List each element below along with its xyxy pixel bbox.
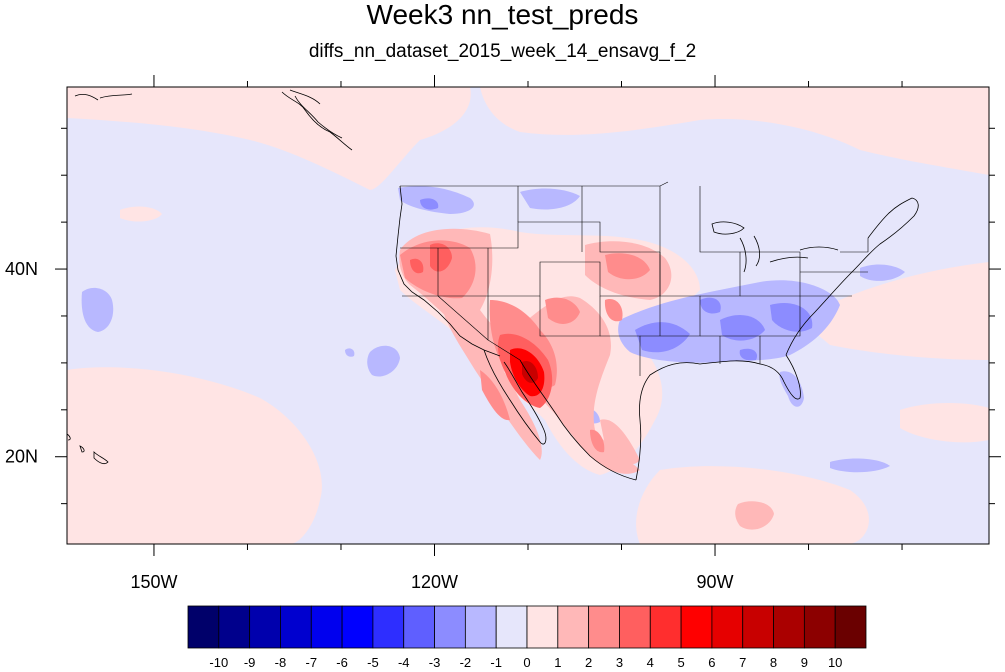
colorbar-label: 9 — [800, 655, 808, 670]
colorbar-swatch — [742, 605, 774, 649]
colorbar-swatch — [526, 605, 559, 649]
colorbar-swatch — [619, 605, 651, 649]
colorbar-label: 1 — [554, 655, 562, 670]
colorbar-label: 5 — [677, 655, 685, 670]
colorbar — [187, 605, 867, 649]
map-subtitle: diffs_nn_dataset_2015_week_14_ensavg_f_2 — [308, 41, 697, 62]
colorbar-swatch — [249, 605, 281, 649]
colorbar-label: -2 — [459, 655, 472, 670]
colorbar-swatch — [310, 605, 343, 649]
colorbar-swatch — [588, 605, 620, 649]
colorbar-label: -4 — [397, 655, 410, 670]
colorbar-swatch — [834, 605, 867, 649]
colorbar-label: -1 — [490, 655, 502, 670]
boundary-lines — [67, 89, 919, 481]
colorbar-swatch — [773, 605, 805, 649]
colorbar-swatch — [280, 605, 312, 649]
colorbar-label: 2 — [585, 655, 593, 670]
state-lines — [400, 181, 869, 376]
colorbar-label: 4 — [646, 655, 654, 670]
colorbar-swatch — [372, 605, 405, 649]
lon-tick-label: 90W — [697, 572, 734, 592]
colorbar-swatch — [403, 605, 435, 649]
lon-tick-label: 120W — [411, 572, 458, 592]
field-positive-8 — [522, 360, 538, 383]
colorbar-swatch — [557, 605, 590, 649]
colorbar-label: -9 — [243, 655, 256, 670]
colorbar-label: -3 — [428, 655, 441, 670]
colorbar-swatch — [711, 605, 744, 649]
colorbar-swatch — [218, 605, 251, 649]
colorbar-label: 3 — [615, 655, 624, 670]
colorbar-label: 7 — [739, 655, 747, 670]
colorbar-label: 8 — [769, 655, 778, 670]
anomaly-field — [67, 87, 989, 544]
lon-tick-label: 150W — [130, 572, 177, 592]
colorbar-swatch — [464, 605, 497, 649]
colorbar-swatch — [649, 605, 682, 649]
lat-tick-label: 40N — [5, 259, 38, 279]
map-title: Week3 nn_test_preds — [366, 0, 639, 30]
colorbar-label: -5 — [367, 655, 379, 670]
colorbar-swatch — [803, 605, 836, 649]
colorbar-swatch — [495, 605, 528, 649]
field-moderate-negative — [420, 198, 813, 361]
lat-tick-label: 20N — [5, 447, 38, 467]
colorbar-label: 0 — [523, 655, 531, 670]
colorbar-label: -6 — [336, 655, 348, 670]
axis-ticks — [55, 75, 1001, 556]
colorbar-swatch — [680, 605, 713, 649]
colorbar-swatch — [341, 605, 374, 649]
colorbar-label: 6 — [708, 655, 716, 670]
colorbar-label: -7 — [305, 655, 318, 670]
colorbar-label: 10 — [827, 655, 843, 670]
axis-tick-labels: 150W 120W 90W 40N 20N — [5, 259, 734, 592]
colorbar-swatch — [434, 605, 466, 649]
colorbar-swatch — [187, 605, 220, 649]
colorbar-label: -8 — [274, 655, 287, 670]
colorbar-label: -10 — [209, 655, 229, 670]
